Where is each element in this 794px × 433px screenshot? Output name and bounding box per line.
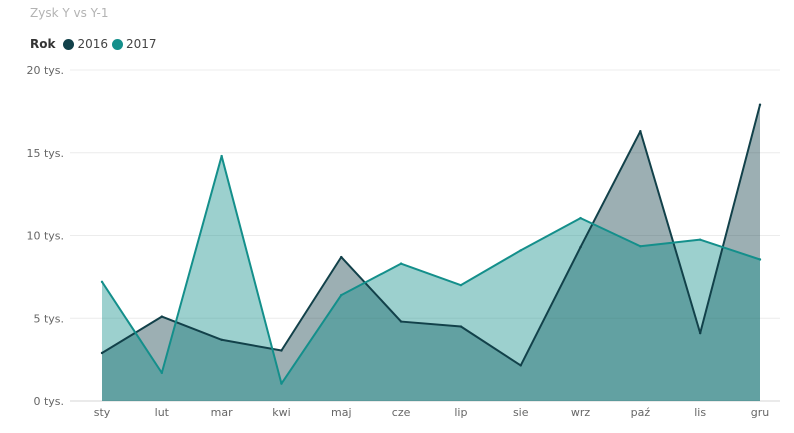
x-tick-label: paź [631,406,651,419]
x-tick-label: sty [94,406,111,419]
data-point-2016 [399,320,403,323]
chart-title: Zysk Y vs Y-1 [30,6,109,20]
legend-item-2016[interactable]: 2016 [63,37,108,51]
data-point-2017 [639,245,642,248]
data-point-2016 [758,103,762,106]
x-tick-label: lip [454,406,467,419]
x-tick-label: mar [211,406,233,419]
x-tick-label: kwi [272,406,290,419]
series-line-2017 [101,155,761,385]
data-point-2016 [100,351,104,355]
x-tick-label: maj [331,406,352,419]
data-point-2017 [280,382,283,385]
x-tick-label: sie [513,406,529,419]
data-point-2017 [459,283,463,287]
data-point-2017 [399,262,403,265]
y-tick-label: 10 tys. [26,230,64,243]
x-tick-label: wrz [571,406,591,419]
x-tick-label: lis [694,406,706,419]
data-point-2016 [340,255,343,259]
legend-item-2017[interactable]: 2017 [112,37,157,51]
data-point-2016 [220,338,223,341]
data-point-2017 [579,216,582,220]
data-point-2017 [698,238,702,241]
data-point-2016 [280,349,283,352]
data-point-2016 [698,331,702,335]
legend-label-2017: 2017 [126,37,157,51]
data-point-2017 [340,293,343,297]
area-fill-2016 [102,104,760,401]
data-point-2016 [459,325,463,328]
data-point-2017 [160,371,164,375]
data-point-2017 [220,154,223,158]
legend-title: Rok [30,37,56,51]
legend-label-2016: 2016 [77,37,109,51]
data-point-2017 [758,258,762,261]
x-tick-label: gru [751,406,769,419]
data-point-2016 [160,315,164,318]
data-point-2016 [639,130,642,133]
data-point-2016 [519,364,522,367]
area-fill-2017 [102,156,760,401]
x-tick-label: lut [155,406,170,419]
legend-marker-2017 [112,38,124,50]
series-line-2016 [101,104,761,367]
x-tick-label: cze [392,406,411,419]
data-point-2017 [100,280,104,284]
legend-marker-2016 [63,38,75,50]
y-tick-label: 15 tys. [26,147,64,160]
y-tick-label: 20 tys. [26,64,64,77]
legend: Rok 2016 2017 [30,37,161,51]
y-tick-label: 0 tys. [33,395,64,408]
y-tick-label: 5 tys. [33,312,64,325]
data-point-2016 [579,245,582,249]
data-point-2017 [519,249,522,252]
